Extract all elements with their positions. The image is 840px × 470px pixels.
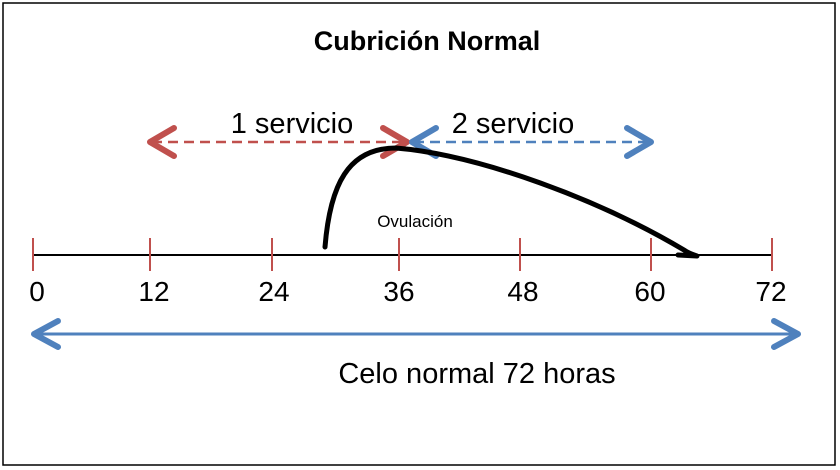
- ovulation-label: Ovulación: [377, 212, 453, 231]
- heat-right-head: [771, 318, 801, 350]
- service-1-right-head: [380, 125, 410, 159]
- tick-label-72: 72: [755, 276, 786, 307]
- service-2-label: 2 servicio: [452, 108, 575, 140]
- tick-label-48: 48: [507, 276, 538, 307]
- diagram-title: Cubrición Normal: [314, 26, 541, 56]
- service-2-right-head: [624, 125, 654, 159]
- service-1-arrow: [147, 125, 410, 159]
- ovulation-curve: [322, 145, 700, 259]
- timeline-ticks: [32, 238, 773, 271]
- tick-label-60: 60: [634, 276, 665, 307]
- service-1-left-head: [147, 125, 177, 159]
- tick-label-24: 24: [258, 276, 289, 307]
- service-1-label: 1 servicio: [231, 108, 354, 140]
- tick-label-12: 12: [138, 276, 169, 307]
- tick-label-0: 0: [29, 276, 45, 307]
- heat-duration-arrow: [31, 318, 801, 350]
- tick-label-36: 36: [383, 276, 414, 307]
- heat-duration-label: Celo normal 72 horas: [338, 358, 615, 390]
- timeline-tick-labels: 0 12 24 36 48 60 72: [29, 276, 786, 307]
- heat-left-head: [31, 318, 61, 350]
